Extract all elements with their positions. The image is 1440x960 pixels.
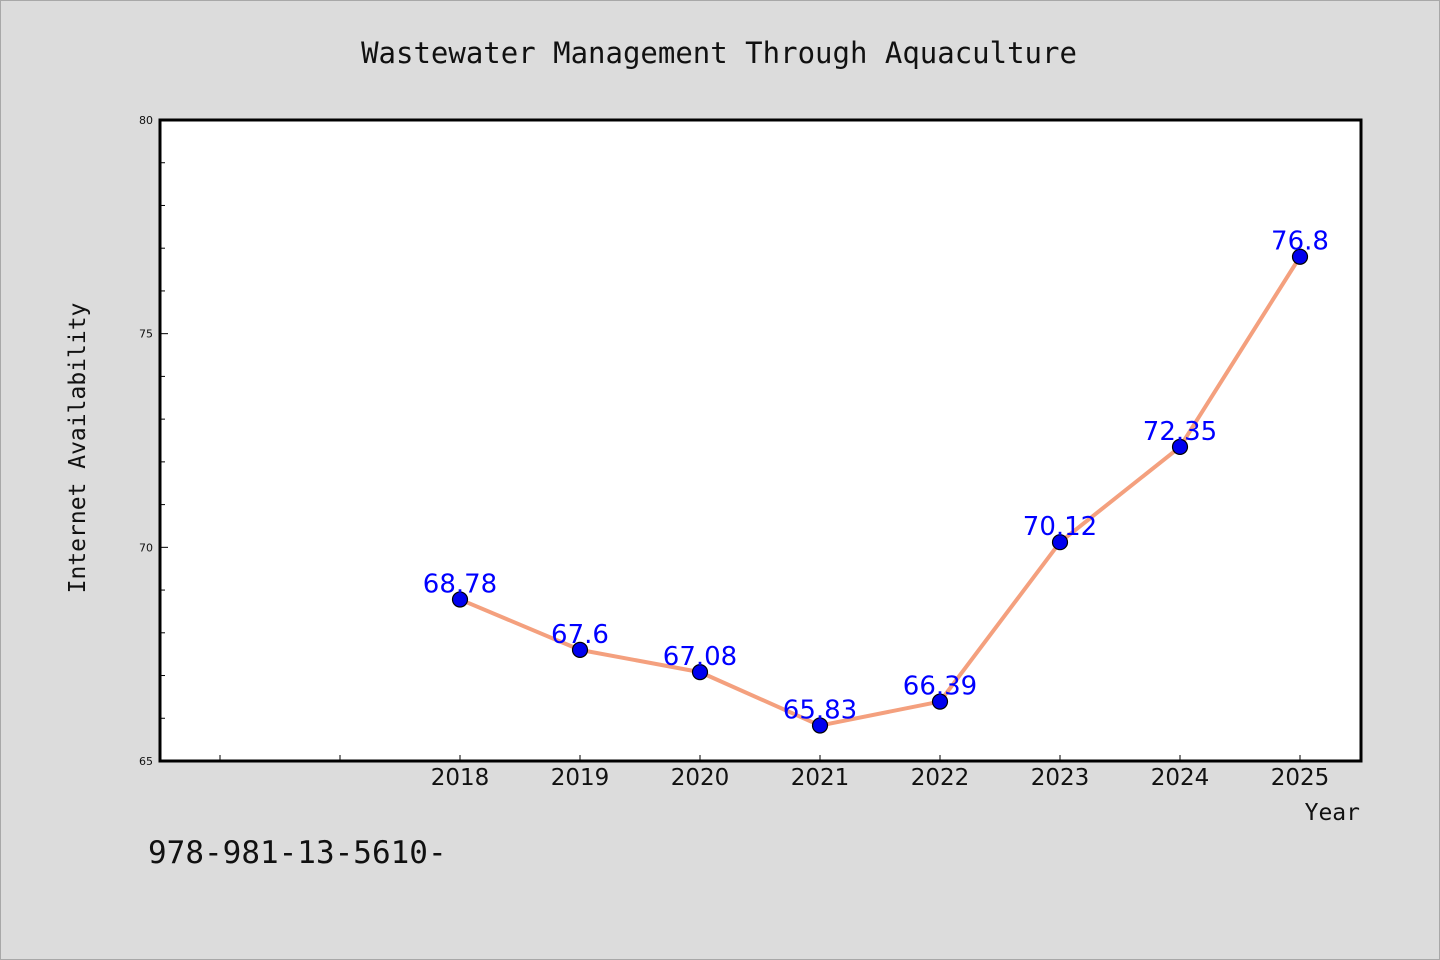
series-line-group: 68.78 67.6 67.08 65.83 66.39 70.12 72.35 76.8 <box>423 227 1329 734</box>
y-tick-label: 65 <box>139 755 153 768</box>
data-point <box>1291 248 1309 265</box>
y-axis: 65 70 75 80 <box>139 114 168 768</box>
x-axis: 2018 2019 2020 2021 2022 2023 2024 2025 <box>219 755 1330 791</box>
data-label: 70.12 <box>1023 512 1097 542</box>
data-label: 68.78 <box>423 569 497 599</box>
data-point <box>931 693 949 710</box>
x-axis-title: Year <box>1305 800 1360 826</box>
x-tick-label: 2025 <box>1271 765 1330 791</box>
x-tick-label: 2019 <box>551 765 610 791</box>
x-tick-label: 2020 <box>671 765 730 791</box>
data-point <box>691 664 709 681</box>
x-tick-label: 2018 <box>431 765 490 791</box>
data-point <box>571 641 589 658</box>
data-label: 65.83 <box>783 696 857 726</box>
x-tick-label: 2021 <box>791 765 850 791</box>
data-point <box>1171 438 1189 456</box>
series-line <box>458 254 1302 728</box>
data-label: 66.39 <box>903 672 977 702</box>
x-tick-label: 2023 <box>1031 765 1090 791</box>
data-label: 67.6 <box>551 620 609 650</box>
data-label: 67.08 <box>663 642 737 672</box>
data-label: 72.35 <box>1143 417 1217 447</box>
x-tick-label: 2024 <box>1151 765 1210 791</box>
x-tick-label: 2022 <box>911 765 970 791</box>
y-tick-label: 70 <box>139 541 153 554</box>
chart-title: Wastewater Management Through Aquacultur… <box>361 36 1077 70</box>
data-point <box>1051 534 1069 551</box>
plot-area <box>158 118 1363 763</box>
data-label: 76.8 <box>1271 227 1329 257</box>
y-axis-title: Internet Availability <box>65 303 91 594</box>
y-tick-label: 80 <box>139 114 153 127</box>
y-tick-label: 75 <box>139 328 153 341</box>
caption-text: 978-981-13-5610- <box>148 835 447 871</box>
data-point <box>451 591 469 608</box>
data-point <box>811 717 829 734</box>
